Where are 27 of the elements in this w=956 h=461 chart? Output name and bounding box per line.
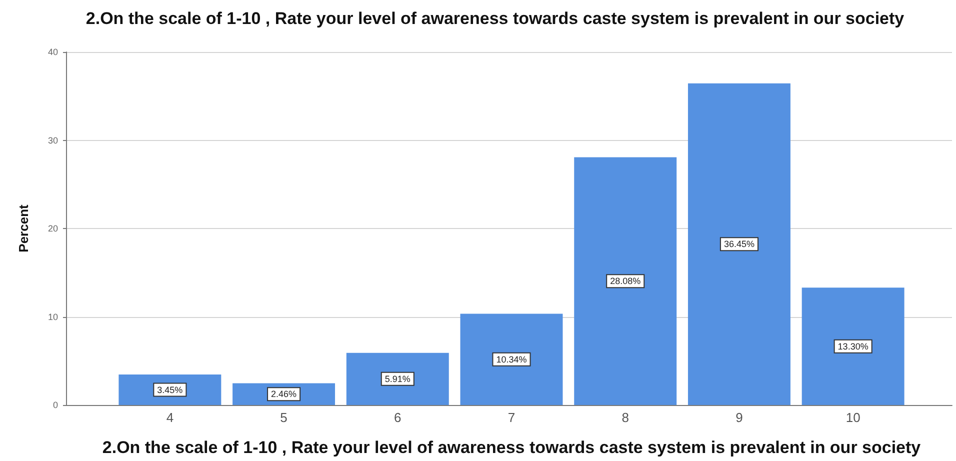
data-label: 13.30% xyxy=(838,341,868,352)
y-tick-label: 40 xyxy=(48,47,58,57)
x-tick-label: 9 xyxy=(736,410,743,425)
x-tick-label: 6 xyxy=(394,410,402,425)
x-tick-label: 5 xyxy=(280,410,288,425)
data-label: 2.46% xyxy=(271,389,297,400)
data-label: 36.45% xyxy=(724,239,754,250)
data-label: 5.91% xyxy=(384,374,410,384)
bar xyxy=(802,288,904,405)
data-label: 3.45% xyxy=(157,384,183,395)
y-tick-label: 0 xyxy=(52,400,58,410)
bar xyxy=(346,352,449,405)
y-axis-title: Percent xyxy=(16,204,31,252)
x-tick-label: 7 xyxy=(508,410,516,425)
data-label: 28.08% xyxy=(610,276,641,286)
y-tick-label: 30 xyxy=(48,135,58,146)
x-tick-label: 10 xyxy=(846,410,860,425)
data-label: 10.34% xyxy=(496,354,527,364)
bar xyxy=(574,157,677,405)
x-axis-title: 2.On the scale of 1-10 , Rate your level of awareness towards caste system is prevalent in our society xyxy=(102,438,922,457)
chart-title: 2.On the scale of 1-10 , Rate your level of awareness towards caste system is prevalent in our society xyxy=(86,9,905,28)
x-tick-label: 4 xyxy=(166,410,174,425)
x-tick-label: 8 xyxy=(622,410,629,425)
bar xyxy=(688,83,790,405)
bar xyxy=(460,314,563,405)
y-tick-label: 20 xyxy=(48,224,58,234)
y-tick-label: 10 xyxy=(48,312,58,322)
